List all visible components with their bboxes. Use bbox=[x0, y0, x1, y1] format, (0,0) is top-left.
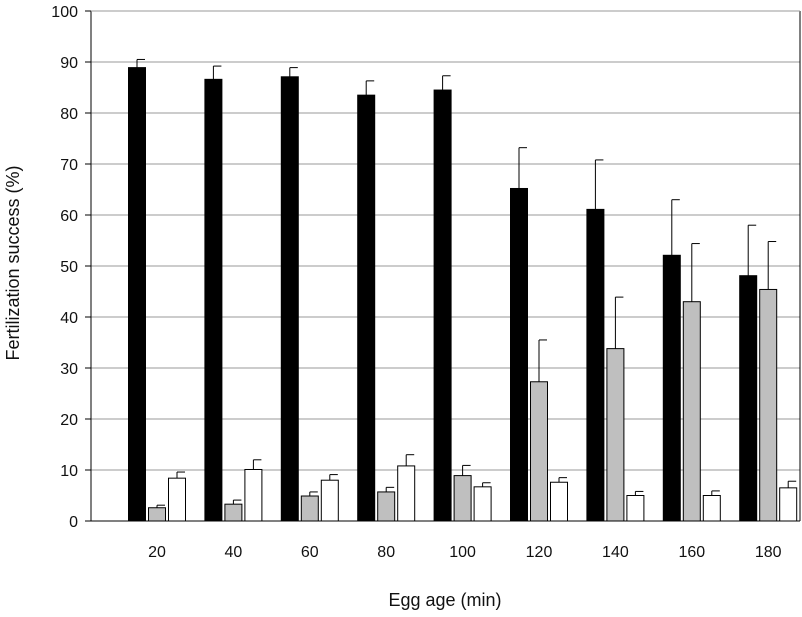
bar bbox=[204, 78, 223, 522]
bar bbox=[320, 479, 339, 522]
bar bbox=[550, 481, 568, 522]
bar bbox=[168, 477, 186, 522]
bar bbox=[300, 495, 319, 522]
x-tick-label: 100 bbox=[449, 544, 476, 561]
y-tick-label: 60 bbox=[60, 208, 78, 225]
y-tick-label: 100 bbox=[51, 4, 78, 21]
bar bbox=[662, 254, 681, 522]
y-axis-title: Fertilization success (%) bbox=[3, 165, 23, 360]
x-tick-label: 140 bbox=[602, 544, 629, 561]
bar bbox=[739, 275, 758, 522]
bar bbox=[224, 503, 243, 522]
bar bbox=[779, 487, 798, 522]
bar bbox=[586, 208, 605, 522]
bar bbox=[148, 507, 166, 522]
bar bbox=[397, 465, 416, 522]
y-tick-label: 0 bbox=[69, 514, 78, 531]
y-tick-label: 10 bbox=[60, 463, 78, 480]
y-tick-label: 40 bbox=[60, 310, 78, 327]
x-tick-label: 80 bbox=[377, 544, 395, 561]
y-tick-label: 20 bbox=[60, 412, 78, 429]
bar bbox=[510, 187, 528, 522]
x-tick-label: 20 bbox=[148, 544, 166, 561]
x-tick-label: 160 bbox=[678, 544, 705, 561]
bar bbox=[606, 348, 625, 522]
bar bbox=[530, 381, 548, 522]
x-tick-label: 180 bbox=[755, 544, 782, 561]
x-tick-label: 120 bbox=[526, 544, 553, 561]
bar bbox=[128, 67, 146, 522]
bar bbox=[377, 491, 396, 522]
bar bbox=[433, 89, 452, 522]
bar bbox=[702, 495, 721, 522]
bar bbox=[357, 94, 376, 522]
x-tick-label: 40 bbox=[225, 544, 243, 561]
bars bbox=[128, 58, 798, 522]
bar bbox=[473, 486, 492, 522]
x-axis-title: Egg age (min) bbox=[388, 590, 501, 610]
bar bbox=[453, 475, 472, 522]
y-tick-label: 50 bbox=[60, 259, 78, 276]
bar bbox=[280, 76, 299, 522]
y-tick-label: 70 bbox=[60, 157, 78, 174]
bar bbox=[759, 288, 778, 522]
bar bbox=[626, 495, 645, 522]
axes: 0 10 20 30 40 50 60 70 80 90 100 20 40 60 80 100 120 140 1… bbox=[51, 4, 801, 561]
bar bbox=[244, 468, 263, 522]
y-tick-label: 90 bbox=[60, 55, 78, 72]
bar bbox=[682, 301, 701, 522]
y-tick-label: 80 bbox=[60, 106, 78, 123]
x-tick-label: 60 bbox=[301, 544, 319, 561]
y-tick-label: 30 bbox=[60, 361, 78, 378]
